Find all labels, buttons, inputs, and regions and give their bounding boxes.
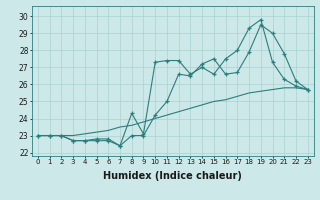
X-axis label: Humidex (Indice chaleur): Humidex (Indice chaleur)	[103, 171, 242, 181]
